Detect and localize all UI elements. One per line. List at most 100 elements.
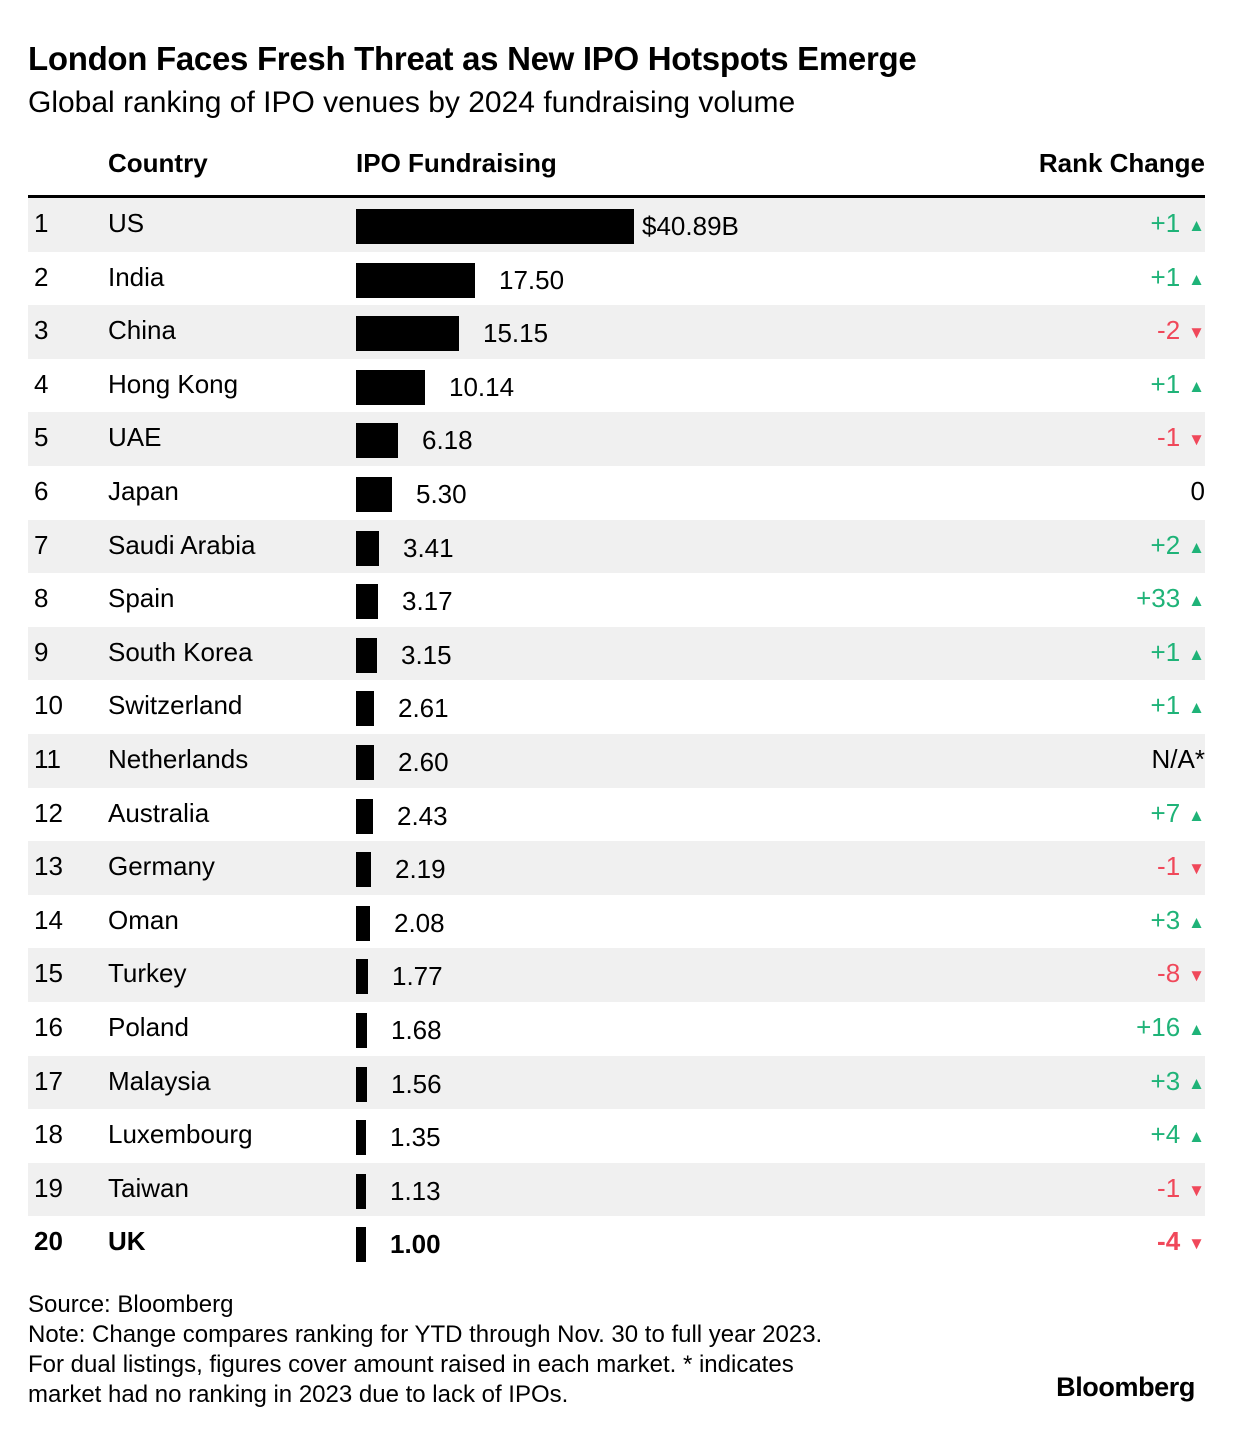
column-header-ipo-fundraising: IPO Fundraising (356, 148, 557, 178)
table-row: 12 Australia 2.43 +7 ▲ (28, 788, 1205, 842)
rank-number: 1 (34, 208, 49, 238)
bar (356, 1012, 367, 1048)
rank-change: -1 ▼ (1157, 851, 1205, 882)
rank-change: +1 ▲ (1151, 690, 1205, 721)
bar (356, 209, 634, 244)
table-row: 13 Germany 2.19 -1 ▼ (28, 841, 1205, 895)
rank-change-value: +1 (1150, 368, 1181, 399)
data-label: 6.18 (422, 425, 473, 456)
data-label: 17.50 (499, 264, 565, 295)
data-label: 1.77 (392, 961, 443, 992)
triangle-down-icon: ▼ (1188, 859, 1205, 879)
bar (356, 905, 370, 941)
data-label: 2.61 (398, 693, 449, 724)
rank-change: -4 ▼ (1157, 1226, 1205, 1257)
table-row: 19 Taiwan 1.13 -1 ▼ (28, 1162, 1205, 1217)
table-row: 16 Poland 1.68 +16 ▲ (28, 1002, 1205, 1056)
bar (356, 637, 377, 673)
rank-number: 7 (34, 529, 49, 560)
rank-change: +4 ▲ (1151, 1119, 1205, 1150)
triangle-up-icon: ▲ (1188, 591, 1205, 611)
triangle-down-icon: ▼ (1188, 966, 1205, 986)
data-label: 3.15 (401, 639, 452, 670)
rank-change: +1 ▲ (1151, 262, 1205, 293)
bar (356, 423, 398, 459)
bar (356, 316, 459, 352)
triangle-up-icon: ▲ (1188, 1073, 1205, 1093)
rank-change: +3 ▲ (1151, 1066, 1205, 1097)
rank-change-value: +33 (1136, 583, 1181, 614)
rank-change-value: +1 (1150, 208, 1181, 238)
rank-change-value: +2 (1150, 529, 1181, 560)
country-name: India (108, 261, 165, 292)
bar (356, 530, 379, 566)
bar (356, 369, 425, 405)
rank-change-value: +1 (1150, 636, 1181, 667)
rank-change-value: 0 (1190, 475, 1205, 506)
country-name: Oman (108, 904, 179, 935)
rank-number: 3 (34, 315, 49, 346)
chart-footer: Source: Bloomberg Note: Change compares … (28, 1290, 822, 1410)
country-name: Saudi Arabia (108, 529, 256, 560)
rank-change: -8 ▼ (1157, 958, 1205, 989)
rank-change: -1 ▼ (1157, 422, 1205, 453)
country-name: US (108, 208, 145, 238)
table-row: 7 Saudi Arabia 3.41 +2 ▲ (28, 519, 1205, 574)
rank-change-value: +16 (1136, 1011, 1181, 1042)
bar (356, 1173, 366, 1209)
data-label: 3.17 (402, 586, 453, 617)
rank-number: 13 (34, 851, 63, 882)
bar (356, 1066, 367, 1102)
triangle-down-icon: ▼ (1188, 323, 1205, 343)
rank-change-value: -1 (1157, 1172, 1181, 1203)
bar (356, 1120, 366, 1156)
data-label: 1.35 (390, 1122, 441, 1153)
table-row: 17 Malaysia 1.56 +3 ▲ (28, 1055, 1205, 1110)
rank-change: +2 ▲ (1151, 530, 1205, 561)
table-row: 15 Turkey 1.77 -8 ▼ (28, 948, 1205, 1002)
rank-change: +1 ▲ (1151, 208, 1205, 239)
header-divider (28, 195, 1205, 198)
bar (356, 262, 475, 298)
column-header-rank-change: Rank Change (1038, 148, 1205, 178)
country-name: UAE (108, 422, 162, 453)
data-label: 5.30 (416, 478, 467, 509)
data-label: 3.41 (403, 532, 454, 563)
triangle-up-icon: ▲ (1188, 537, 1205, 557)
country-name: Taiwan (108, 1172, 189, 1203)
bar (356, 476, 392, 512)
triangle-up-icon: ▲ (1188, 1019, 1205, 1039)
table-row: 6 Japan 5.30 0 (28, 466, 1205, 520)
data-label: 1.00 (390, 1229, 441, 1260)
triangle-up-icon: ▲ (1188, 1127, 1205, 1147)
rank-change: -1 ▼ (1157, 1173, 1205, 1204)
rank-change-value: -1 (1157, 851, 1181, 882)
rank-number: 14 (34, 904, 63, 935)
country-name: Australia (108, 797, 210, 828)
country-name: Luxembourg (108, 1119, 253, 1150)
rank-change-value: +7 (1150, 797, 1181, 828)
country-name: Spain (108, 583, 175, 614)
rank-number: 20 (34, 1226, 63, 1257)
rank-number: 17 (34, 1065, 63, 1096)
rank-change: +33 ▲ (1136, 583, 1205, 614)
rank-number: 8 (34, 583, 49, 614)
data-label: 2.60 (398, 746, 449, 777)
rank-number: 19 (34, 1172, 63, 1203)
country-name: Netherlands (108, 743, 249, 774)
triangle-up-icon: ▲ (1188, 216, 1205, 235)
rank-change-value: -8 (1157, 958, 1181, 989)
rank-number: 9 (34, 636, 49, 667)
rank-change-value: -4 (1157, 1226, 1181, 1257)
country-name: Poland (108, 1011, 189, 1042)
data-label: 1.56 (391, 1068, 442, 1099)
bloomberg-logo: Bloomberg (1056, 1372, 1195, 1402)
triangle-up-icon: ▲ (1188, 805, 1205, 825)
data-label: 15.15 (483, 318, 549, 349)
bar (356, 691, 374, 727)
triangle-down-icon: ▼ (1188, 1180, 1205, 1200)
rank-change: +7 ▲ (1151, 798, 1205, 829)
rank-number: 6 (34, 475, 49, 506)
rank-change: +1 ▲ (1151, 369, 1205, 400)
data-label: 10.14 (449, 371, 515, 402)
